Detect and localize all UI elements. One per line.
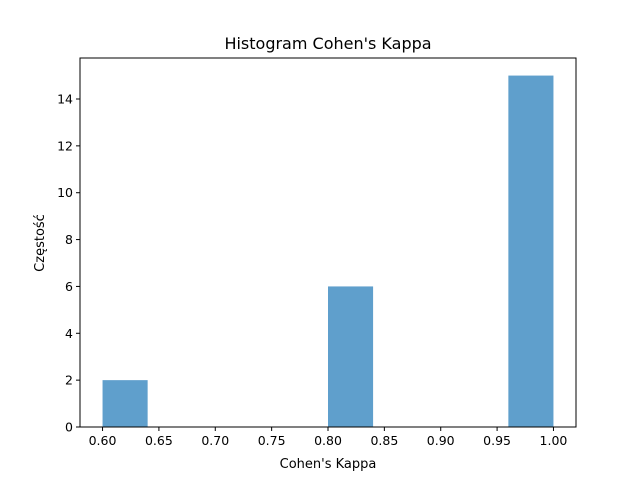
histogram-bar-0 [102,380,148,427]
x-tick-label: 0.75 [258,433,286,448]
y-tick-label: 6 [65,279,73,294]
chart-title: Histogram Cohen's Kappa [224,34,431,53]
x-tick-label: 0.65 [145,433,173,448]
x-tick-label: 1.00 [540,433,568,448]
x-axis-ticks: 0.60 0.65 0.70 0.75 0.80 0.85 0.90 0.95 1.00 [89,427,568,448]
y-tick-label: 14 [57,92,73,107]
y-tick-label: 2 [65,373,73,388]
bars-group [102,75,554,428]
x-tick-label: 0.70 [201,433,229,448]
histogram-bar-9 [508,75,554,428]
x-tick-label: 0.80 [314,433,342,448]
histogram-bar-5 [328,286,374,427]
x-tick-label: 0.60 [89,433,117,448]
x-tick-label: 0.95 [483,433,511,448]
y-tick-label: 4 [65,326,73,341]
y-tick-label: 12 [57,138,73,153]
x-tick-label: 0.90 [427,433,455,448]
x-tick-label: 0.85 [370,433,398,448]
y-tick-label: 8 [65,232,73,247]
y-tick-label: 10 [57,185,73,200]
y-axis-ticks: 0 2 4 6 8 10 12 14 [57,92,80,435]
y-tick-label: 0 [65,420,73,435]
x-axis-label: Cohen's Kappa [280,457,377,472]
y-axis-label: Częstość [33,214,48,272]
plot-frame [79,57,577,428]
